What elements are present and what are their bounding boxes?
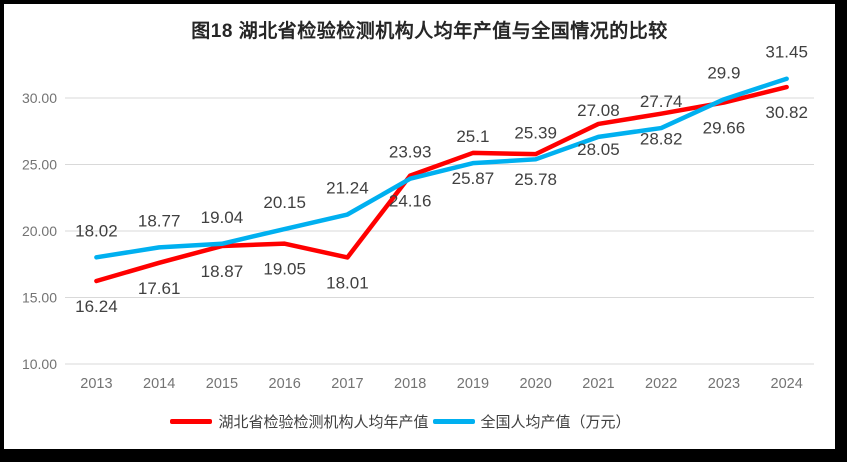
data-label-national: 19.04 (201, 208, 244, 227)
data-label-national: 20.15 (263, 193, 306, 212)
line-chart-plot-area: 10.00 15.00 20.00 25.00 30.00 2013 2014 2015 201… (22, 43, 814, 392)
y-axis-tick-label: 15.00 (22, 290, 57, 306)
legend-item-hubei: 湖北省检验检测机构人均年产值 (170, 411, 429, 432)
data-label-hubei: 25.87 (452, 169, 495, 188)
x-axis-tick-label: 2024 (771, 376, 803, 392)
data-label-national: 27.74 (640, 92, 683, 111)
series-line-national (94, 76, 789, 260)
data-label-hubei: 17.61 (138, 279, 181, 298)
data-label-national: 27.08 (577, 101, 620, 120)
y-axis-tick-label: 10.00 (22, 356, 57, 372)
legend-label-national: 全国人均产值（万元） (480, 413, 631, 431)
series-line-hubei (94, 84, 789, 284)
data-label-hubei: 25.78 (514, 170, 557, 189)
data-label-hubei: 29.66 (703, 119, 746, 138)
data-label-national: 25.1 (456, 127, 489, 146)
x-axis-tick-label: 2020 (520, 376, 552, 392)
x-axis-tick-label: 2017 (331, 376, 363, 392)
y-axis-tick-label: 20.00 (22, 223, 57, 239)
data-label-national: 18.02 (75, 221, 118, 240)
x-axis-tick-label: 2015 (206, 376, 238, 392)
x-axis-tick-label: 2014 (143, 376, 175, 392)
x-axis-tick-label: 2022 (645, 376, 677, 392)
data-label-national: 23.93 (389, 143, 432, 162)
legend-item-national: 全国人均产值（万元） (432, 411, 631, 432)
x-axis-tick-label: 2013 (80, 376, 112, 392)
data-label-hubei: 18.87 (201, 262, 244, 281)
x-axis-tick-label: 2023 (708, 376, 740, 392)
data-label-hubei: 28.82 (640, 130, 683, 149)
data-label-national: 21.24 (326, 179, 369, 198)
data-label-hubei: 28.05 (577, 140, 620, 159)
data-label-hubei: 24.16 (389, 192, 432, 211)
y-axis-tick-label: 30.00 (22, 90, 57, 106)
data-label-hubei: 18.01 (326, 273, 369, 292)
legend-line-sample-blue-icon (432, 418, 475, 424)
chart-title: 图18 湖北省检验检测机构人均年产值与全国情况的比较 (191, 21, 668, 42)
data-label-national: 18.77 (138, 211, 181, 230)
x-axis-tick-label: 2018 (394, 376, 426, 392)
x-axis-tick-label: 2021 (582, 376, 614, 392)
legend-line-sample-red-icon (170, 418, 213, 424)
data-label-national: 31.45 (765, 43, 808, 62)
data-label-national: 25.39 (514, 123, 557, 142)
data-label-hubei: 30.82 (765, 103, 808, 122)
data-label-hubei: 19.05 (263, 260, 306, 279)
chart-legend: 湖北省检验检测机构人均年产值 全国人均产值（万元） (4, 410, 816, 432)
y-axis-tick-label: 25.00 (22, 157, 57, 173)
data-label-hubei: 16.24 (75, 297, 118, 316)
x-axis-tick-label: 2019 (457, 376, 489, 392)
data-label-national: 29.9 (707, 63, 740, 82)
x-axis-tick-label: 2016 (269, 376, 301, 392)
legend-label-hubei: 湖北省检验检测机构人均年产值 (218, 413, 429, 431)
